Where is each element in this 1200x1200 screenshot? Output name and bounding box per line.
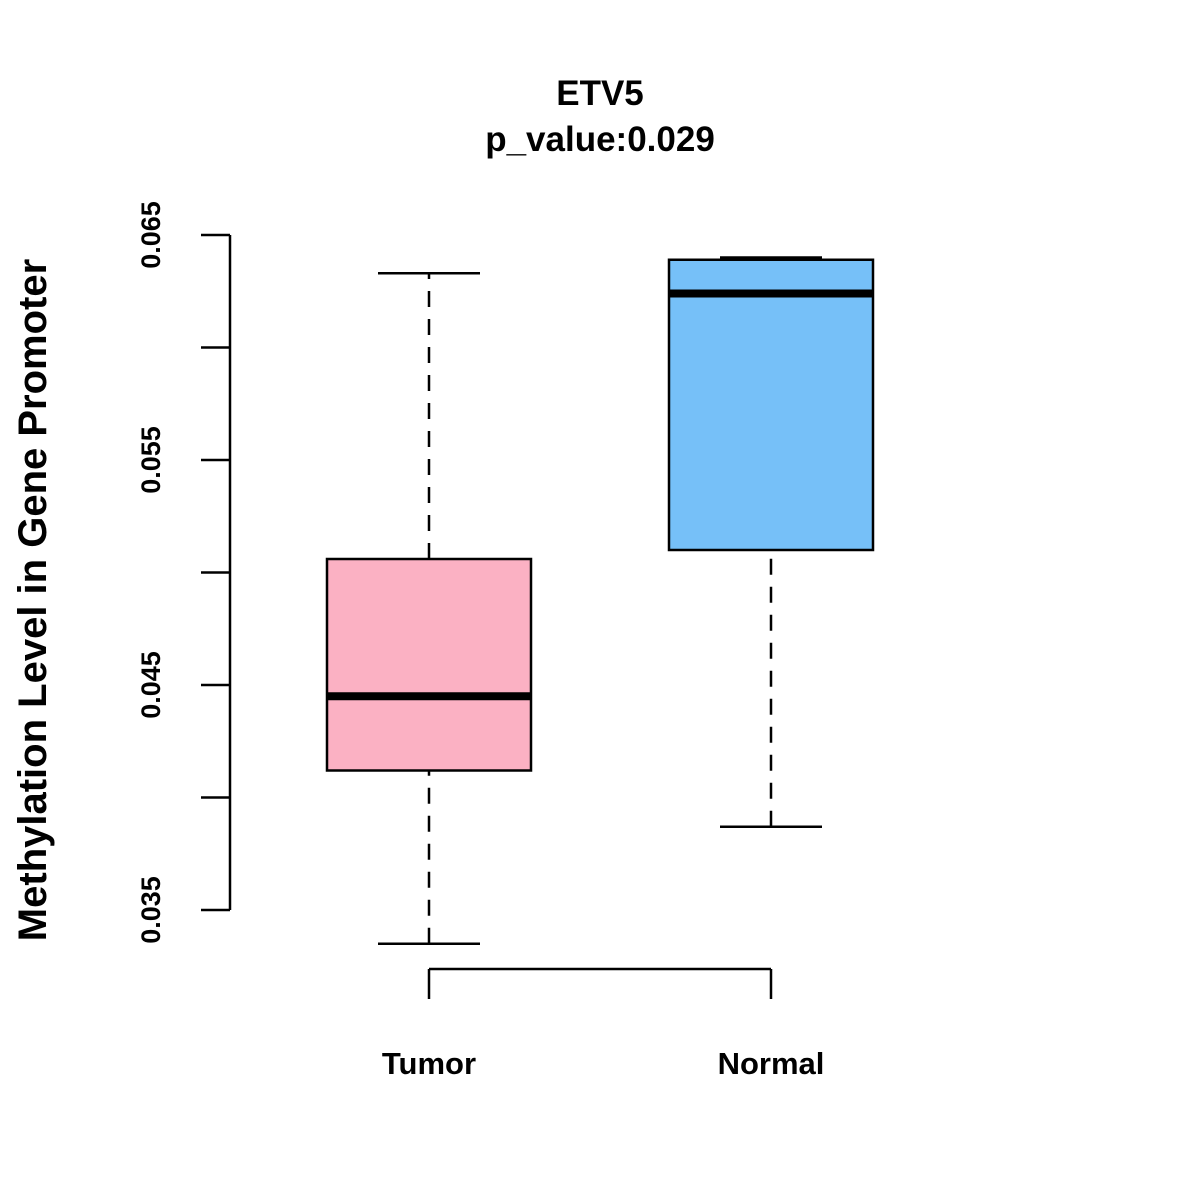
boxes-layer [325,256,875,945]
iqr-box [325,557,533,772]
x-axis: Tumor Normal [382,967,825,1081]
x-tick-label: Normal [718,1046,825,1081]
y-tick-label: 0.035 [136,876,166,944]
y-axis-label: Methylation Level in Gene Promoter [11,259,55,941]
box-normal [667,256,875,828]
x-tick-label: Tumor [382,1046,476,1081]
box-tumor [325,272,533,945]
y-tick-label: 0.045 [136,651,166,719]
y-axis: 0.035 0.045 0.055 0.065 [136,201,232,944]
y-tick-label: 0.065 [136,201,166,269]
iqr-box [667,258,875,552]
chart-title: ETV5 [556,74,644,113]
chart-subtitle: p_value:0.029 [485,120,715,159]
y-tick-label: 0.055 [136,426,166,494]
